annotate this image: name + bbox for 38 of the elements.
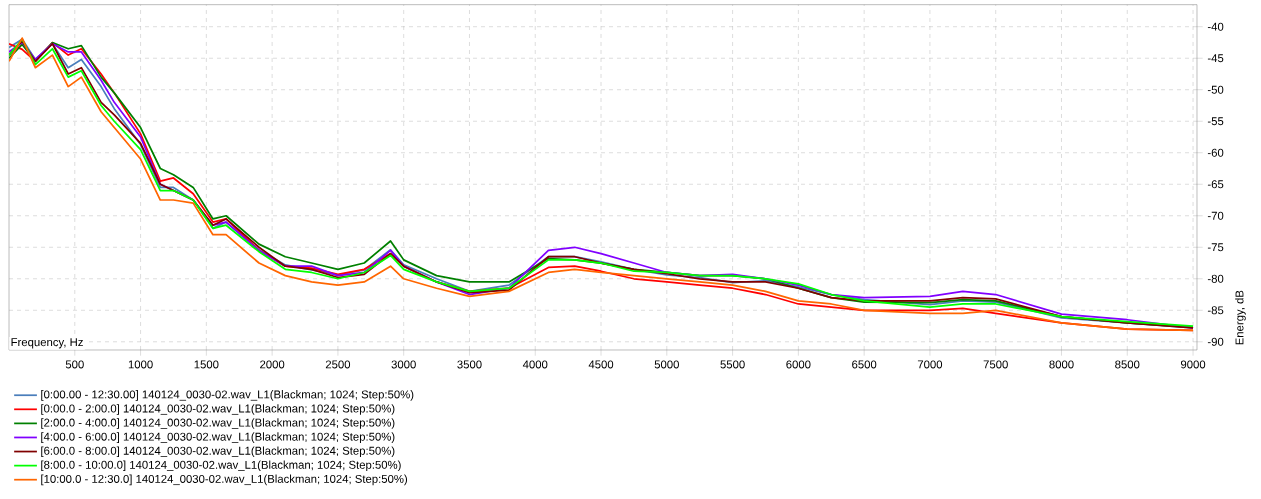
x-tick-label: 7500 xyxy=(983,360,1008,369)
legend-label: [10:00.0 - 12:30.0] 140124_0030-02.wav_L1(Blackman; 1024; Step:50%) xyxy=(41,474,408,486)
y-tick-label: -70 xyxy=(1207,211,1224,220)
x-tick-label: 4000 xyxy=(522,360,548,369)
y-tick-label: -85 xyxy=(1207,306,1224,315)
x-tick-label: 8000 xyxy=(1049,360,1074,369)
y-tick-label: -60 xyxy=(1207,148,1224,157)
y-tick-label: -80 xyxy=(1207,274,1224,283)
x-tick-label: 9000 xyxy=(1180,360,1206,369)
x-axis-title: Frequency, Hz xyxy=(11,338,83,349)
y-axis-title: Energy, dB xyxy=(1235,290,1246,345)
x-tick-label: 6500 xyxy=(852,360,877,369)
legend-label: [6:00.0 - 8:00.0] 140124_0030-02.wav_L1(Blackman; 1024; Step:50%) xyxy=(41,446,395,457)
y-tick-label: -55 xyxy=(1207,117,1224,126)
x-tick-label: 1000 xyxy=(128,360,153,369)
x-tick-label: 2000 xyxy=(260,360,285,369)
x-tick-label: 500 xyxy=(65,360,84,369)
x-tick-label: 3000 xyxy=(391,360,416,369)
x-tick-label: 4500 xyxy=(588,360,614,369)
x-tick-label: 8500 xyxy=(1115,360,1140,369)
x-tick-label: 7000 xyxy=(917,360,943,369)
y-tick-label: -65 xyxy=(1207,180,1224,189)
x-tick-label: 5500 xyxy=(720,360,745,369)
legend-label: [8:00.0 - 10:00.0] 140124_0030-02.wav_L1(Blackman; 1024; Step:50%) xyxy=(41,460,401,472)
y-tick-label: -50 xyxy=(1207,85,1224,94)
y-tick-label: -45 xyxy=(1207,54,1224,63)
y-tick-label: -75 xyxy=(1207,243,1224,252)
x-tick-label: 2500 xyxy=(325,360,351,369)
y-tick-label: -40 xyxy=(1207,22,1224,31)
y-tick-label: -90 xyxy=(1207,337,1224,346)
legend-label: [0:00.0 - 2:00.0] 140124_0030-02.wav_L1(Blackman; 1024; Step:50%) xyxy=(41,404,395,415)
x-tick-label: 1500 xyxy=(194,360,219,369)
legend-label: [0:00.00 - 12:30.00] 140124_0030-02.wav_L1(Blackman; 1024; Step:50%) xyxy=(41,390,414,401)
x-tick-label: 3500 xyxy=(457,360,482,369)
x-tick-label: 5000 xyxy=(654,360,679,369)
legend-label: [2:00.0 - 4:00.0] 140124_0030-02.wav_L1(Blackman; 1024; Step:50%) xyxy=(41,418,395,429)
legend-label: [4:00.0 - 6:00.0] 140124_0030-02.wav_L1(Blackman; 1024; Step:50%) xyxy=(41,432,395,443)
x-tick-label: 6000 xyxy=(786,360,811,369)
